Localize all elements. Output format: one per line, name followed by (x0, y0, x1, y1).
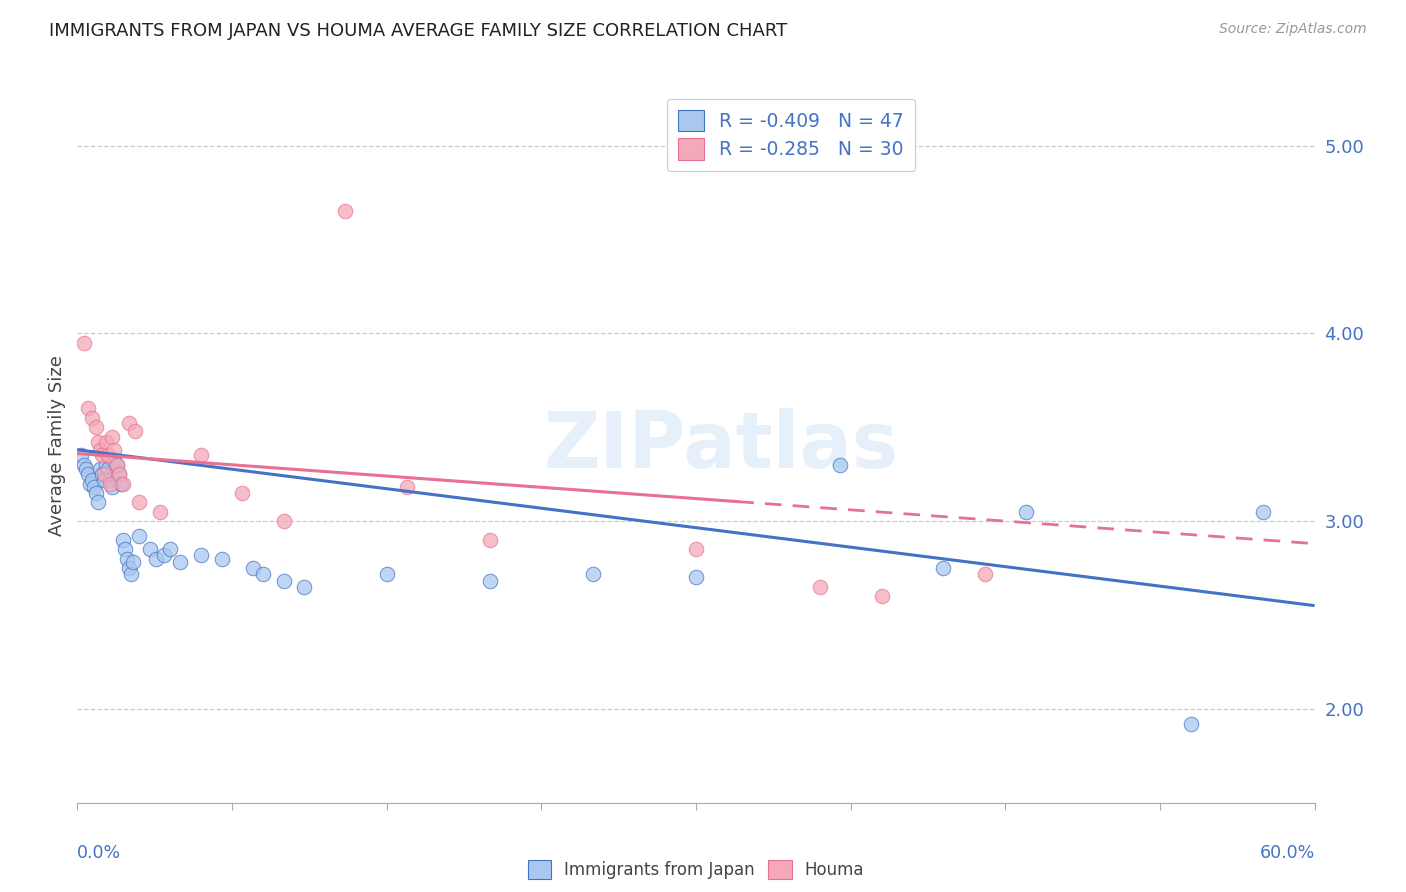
Point (98, 473, 121, 487)
Text: Source: ZipAtlas.com: Source: ZipAtlas.com (1219, 22, 1367, 37)
Point (98, 476, 121, 491)
Point (1180, 717, 1202, 731)
Point (138, 542, 160, 557)
Point (149, 505, 172, 519)
Point (190, 449, 212, 463)
Point (478, 533, 501, 547)
Text: 0.0%: 0.0% (77, 844, 121, 862)
Point (110, 476, 132, 491)
Point (190, 548, 212, 562)
Point (231, 486, 253, 500)
Point (292, 580, 315, 594)
Point (80, 473, 103, 487)
Point (273, 514, 295, 528)
Point (335, 204, 357, 219)
Point (211, 551, 233, 566)
Point (84, 420, 107, 434)
Point (80, 410, 103, 425)
Point (96, 458, 118, 472)
Point (375, 566, 398, 581)
Point (93, 467, 115, 482)
Point (105, 458, 128, 472)
Y-axis label: Average Family Size: Average Family Size (48, 356, 66, 536)
Legend: Immigrants from Japan, Houma: Immigrants from Japan, Houma (519, 851, 873, 888)
Point (75, 461, 97, 475)
Point (396, 480, 419, 494)
Point (115, 551, 138, 566)
Point (1015, 505, 1038, 519)
Point (122, 556, 145, 570)
Point (973, 566, 995, 581)
Point (169, 556, 191, 570)
Point (808, 580, 831, 594)
Point (70, 449, 93, 463)
Point (932, 561, 955, 575)
Point (111, 476, 134, 491)
Point (242, 561, 264, 575)
Point (273, 574, 295, 589)
Point (830, 458, 852, 472)
Point (72, 458, 94, 472)
Text: 60.0%: 60.0% (1260, 844, 1315, 862)
Point (103, 442, 125, 457)
Point (91, 467, 114, 482)
Point (87, 435, 110, 450)
Point (582, 566, 605, 581)
Point (128, 529, 150, 543)
Text: IMMIGRANTS FROM JAPAN VS HOUMA AVERAGE FAMILY SIZE CORRELATION CHART: IMMIGRANTS FROM JAPAN VS HOUMA AVERAGE F… (49, 22, 787, 40)
Point (124, 424, 146, 438)
Point (72, 335, 94, 350)
Point (107, 467, 129, 482)
Point (101, 480, 124, 494)
Point (128, 495, 150, 509)
Point (97, 449, 120, 463)
Point (870, 589, 893, 603)
Point (103, 454, 125, 468)
Point (89, 442, 111, 457)
Point (114, 542, 136, 557)
Point (89, 461, 111, 475)
Point (153, 548, 176, 562)
Point (685, 542, 707, 557)
Point (87, 495, 110, 509)
Point (76, 467, 98, 482)
Point (145, 551, 167, 566)
Point (93, 473, 115, 487)
Point (685, 570, 707, 584)
Point (478, 574, 501, 589)
Point (76, 401, 98, 416)
Point (101, 429, 124, 443)
Point (96, 435, 118, 450)
Point (118, 561, 141, 575)
Point (118, 417, 141, 431)
Point (111, 533, 134, 547)
Point (91, 449, 114, 463)
Point (252, 566, 274, 581)
Point (159, 542, 181, 557)
Point (120, 566, 142, 581)
Point (84, 486, 107, 500)
Point (83, 480, 105, 494)
Point (79, 476, 101, 491)
Point (105, 458, 128, 472)
Point (1251, 505, 1274, 519)
Point (97, 461, 120, 475)
Point (107, 467, 129, 482)
Text: ZIPatlas: ZIPatlas (543, 408, 898, 484)
